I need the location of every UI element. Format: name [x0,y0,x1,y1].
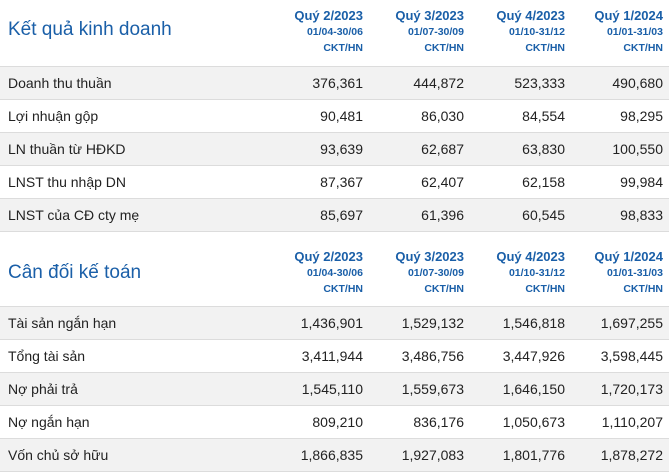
row-value: 61,396 [421,207,464,223]
row-value: 1,529,132 [401,315,464,331]
table-row: Lợi nhuận gộp 90,481 86,030 84,554 98,29… [0,100,669,133]
row-value: 3,598,445 [600,348,663,364]
period-quarter[interactable]: Quý 1/2024 [594,249,663,264]
row-value: 1,866,835 [300,447,363,463]
row-label: Nợ ngắn hạn [8,414,90,430]
row-label: LN thuần từ HĐKD [8,141,126,157]
row-value: 1,559,673 [401,381,464,397]
row-value: 62,687 [421,141,464,157]
table-row: Tài sản ngắn hạn 1,436,901 1,529,132 1,5… [0,307,669,340]
row-value: 1,110,207 [601,414,663,430]
row-value: 86,030 [421,108,464,124]
income-statement-section: Kết quả kinh doanh Quý 2/2023 01/04-30/0… [0,0,669,232]
row-value: 1,646,150 [502,381,565,397]
period-header[interactable]: Quý 3/2023 01/07-30/09 CKT/HN [363,232,464,298]
period-range: 01/04-30/06 [306,26,363,38]
period-range: 01/01-31/03 [606,267,663,279]
period-quarter[interactable]: Quý 3/2023 [395,249,464,264]
period-header[interactable]: Quý 4/2023 01/10-31/12 CKT/HN [464,0,565,57]
period-unit: CKT/HN [424,42,464,54]
period-header[interactable]: Quý 1/2024 01/01-31/03 CKT/HN [565,232,669,298]
row-value: 1,927,083 [401,447,464,463]
period-range: 01/04-30/06 [306,267,363,279]
balance-sheet-section: Cân đối kế toán Quý 2/2023 01/04-30/06 C… [0,232,669,472]
row-label: Lợi nhuận gộp [8,108,99,124]
period-unit: CKT/HN [525,283,565,295]
row-value: 376,361 [312,75,363,91]
income-statement-title: Kết quả kinh doanh [8,19,172,40]
balance-sheet-title: Cân đối kế toán [8,262,142,283]
row-value: 85,697 [320,207,363,223]
row-value: 93,639 [320,141,363,157]
period-quarter[interactable]: Quý 4/2023 [496,8,565,23]
period-range: 01/10-31/12 [508,267,565,279]
period-range: 01/07-30/09 [407,26,464,38]
row-label: Vốn chủ sở hữu [8,447,109,463]
row-value: 84,554 [522,108,565,124]
row-value: 444,872 [413,75,464,91]
row-value: 3,411,944 [301,348,363,364]
period-unit: CKT/HN [323,42,363,54]
row-label: Doanh thu thuần [8,75,112,91]
period-range: 01/10-31/12 [508,26,565,38]
period-header[interactable]: Quý 2/2023 01/04-30/06 CKT/HN [262,0,363,57]
row-value: 100,550 [612,141,663,157]
row-value: 3,486,756 [401,348,464,364]
period-quarter[interactable]: Quý 3/2023 [395,8,464,23]
table-row: Nợ ngắn hạn 809,210 836,176 1,050,673 1,… [0,406,669,439]
row-value: 809,210 [312,414,363,430]
row-value: 98,833 [620,207,663,223]
row-value: 98,295 [620,108,663,124]
period-quarter[interactable]: Quý 1/2024 [594,8,663,23]
row-value: 1,546,818 [502,315,565,331]
row-label: Nợ phải trả [8,381,78,397]
row-value: 1,545,110 [301,381,363,397]
period-header[interactable]: Quý 4/2023 01/10-31/12 CKT/HN [464,232,565,298]
period-unit: CKT/HN [525,42,565,54]
period-quarter[interactable]: Quý 4/2023 [496,249,565,264]
table-row: LNST thu nhập DN 87,367 62,407 62,158 99… [0,166,669,199]
row-value: 1,801,776 [502,447,565,463]
period-unit: CKT/HN [424,283,464,295]
period-range: 01/07-30/09 [407,267,464,279]
row-value: 1,050,673 [502,414,565,430]
period-unit: CKT/HN [323,283,363,295]
table-row: Doanh thu thuần 376,361 444,872 523,333 … [0,67,669,100]
balance-sheet-header: Cân đối kế toán Quý 2/2023 01/04-30/06 C… [0,232,669,307]
row-value: 62,407 [421,174,464,190]
table-row: LNST của CĐ cty mẹ 85,697 61,396 60,545 … [0,199,669,232]
income-statement-header: Kết quả kinh doanh Quý 2/2023 01/04-30/0… [0,0,669,67]
period-quarter[interactable]: Quý 2/2023 [294,249,363,264]
row-label: LNST của CĐ cty mẹ [8,207,140,223]
period-header[interactable]: Quý 1/2024 01/01-31/03 CKT/HN [565,0,669,57]
row-value: 60,545 [522,207,565,223]
period-quarter[interactable]: Quý 2/2023 [294,8,363,23]
table-row: LN thuần từ HĐKD 93,639 62,687 63,830 10… [0,133,669,166]
row-value: 1,878,272 [600,447,663,463]
row-value: 1,697,255 [600,315,663,331]
period-unit: CKT/HN [623,42,663,54]
table-row: Tổng tài sản 3,411,944 3,486,756 3,447,9… [0,340,669,373]
period-header[interactable]: Quý 3/2023 01/07-30/09 CKT/HN [363,0,464,57]
period-range: 01/01-31/03 [606,26,663,38]
period-header[interactable]: Quý 2/2023 01/04-30/06 CKT/HN [262,232,363,298]
row-value: 99,984 [620,174,663,190]
row-value: 836,176 [413,414,464,430]
row-value: 1,436,901 [300,315,363,331]
table-row: Vốn chủ sở hữu 1,866,835 1,927,083 1,801… [0,439,669,472]
row-value: 490,680 [612,75,663,91]
row-value: 3,447,926 [502,348,565,364]
row-value: 90,481 [320,108,363,124]
row-label: Tổng tài sản [8,348,86,364]
row-label: Tài sản ngắn hạn [8,315,117,331]
row-value: 62,158 [522,174,565,190]
period-unit: CKT/HN [623,283,663,295]
row-value: 1,720,173 [600,381,663,397]
row-value: 63,830 [522,141,565,157]
row-value: 87,367 [320,174,363,190]
row-value: 523,333 [514,75,565,91]
row-label: LNST thu nhập DN [8,174,127,190]
table-row: Nợ phải trả 1,545,110 1,559,673 1,646,15… [0,373,669,406]
